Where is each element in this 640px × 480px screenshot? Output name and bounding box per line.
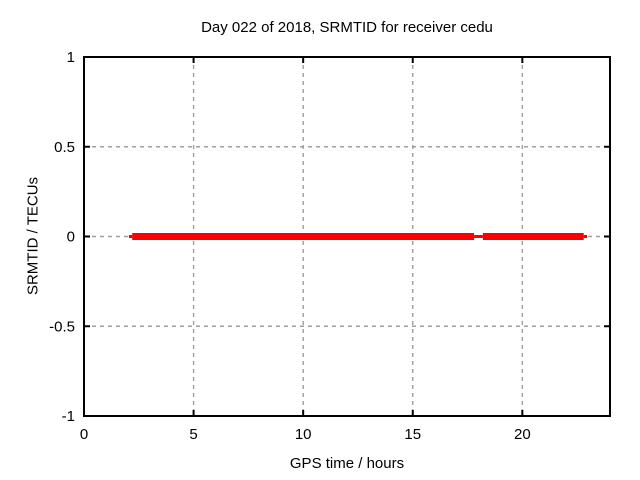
x-tick-label: 10 [295,426,312,443]
y-tick-label: -1 [62,408,75,425]
y-tick-label: -0.5 [49,318,75,335]
x-tick-label: 5 [189,426,197,443]
y-tick-label: 0.5 [54,139,75,156]
y-tick-label: 1 [67,49,75,66]
x-tick-label: 15 [404,426,421,443]
y-tick-label: 0 [67,229,75,246]
chart-title: Day 022 of 2018, SRMTID for receiver ced… [201,19,493,36]
x-axis-label: GPS time / hours [289,455,405,472]
x-tick-label: 0 [80,426,88,443]
x-tick-label: 20 [514,426,531,443]
